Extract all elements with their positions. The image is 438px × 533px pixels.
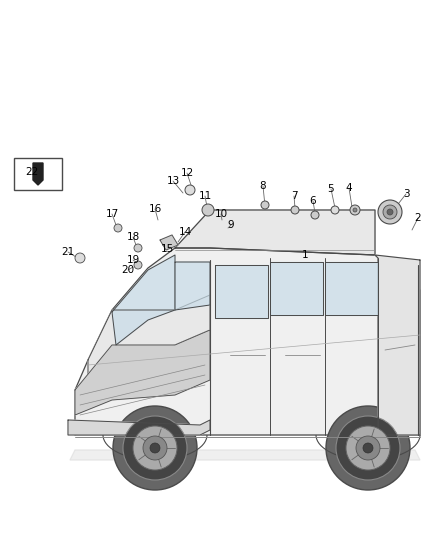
Text: 8: 8 xyxy=(260,181,266,191)
Text: 15: 15 xyxy=(160,244,173,254)
Circle shape xyxy=(311,211,319,219)
Circle shape xyxy=(336,416,400,480)
Circle shape xyxy=(133,426,177,470)
Text: 18: 18 xyxy=(127,232,140,242)
Text: 12: 12 xyxy=(180,168,194,178)
Circle shape xyxy=(387,209,393,215)
Circle shape xyxy=(346,426,390,470)
Circle shape xyxy=(75,253,85,263)
Circle shape xyxy=(202,204,214,216)
Text: 2: 2 xyxy=(415,213,421,223)
Text: 16: 16 xyxy=(148,204,162,214)
Text: 6: 6 xyxy=(310,196,316,206)
Polygon shape xyxy=(75,330,210,415)
Circle shape xyxy=(134,261,142,269)
Circle shape xyxy=(114,224,122,232)
Circle shape xyxy=(353,208,357,212)
Polygon shape xyxy=(375,255,420,435)
Polygon shape xyxy=(112,255,175,345)
Polygon shape xyxy=(33,163,43,185)
Text: 10: 10 xyxy=(215,209,228,219)
Polygon shape xyxy=(215,265,268,318)
Circle shape xyxy=(350,205,360,215)
Text: 11: 11 xyxy=(198,191,212,201)
Text: 13: 13 xyxy=(166,176,180,186)
Polygon shape xyxy=(160,235,178,250)
Circle shape xyxy=(291,206,299,214)
Circle shape xyxy=(378,200,402,224)
Circle shape xyxy=(123,416,187,480)
Polygon shape xyxy=(325,262,378,315)
Text: 4: 4 xyxy=(346,183,352,193)
Polygon shape xyxy=(270,262,323,315)
Polygon shape xyxy=(175,262,210,310)
Text: 3: 3 xyxy=(403,189,410,199)
Polygon shape xyxy=(70,450,420,460)
Circle shape xyxy=(363,443,373,453)
Text: 1: 1 xyxy=(302,250,308,260)
Text: 7: 7 xyxy=(291,191,297,201)
Polygon shape xyxy=(75,248,420,435)
Polygon shape xyxy=(88,295,210,380)
Circle shape xyxy=(113,406,197,490)
Circle shape xyxy=(326,406,410,490)
Circle shape xyxy=(356,436,380,460)
Polygon shape xyxy=(175,210,375,255)
Text: 5: 5 xyxy=(328,184,334,194)
Circle shape xyxy=(134,244,142,252)
Polygon shape xyxy=(68,420,210,435)
Circle shape xyxy=(150,443,160,453)
Circle shape xyxy=(143,436,167,460)
Text: 14: 14 xyxy=(178,227,192,237)
Circle shape xyxy=(331,206,339,214)
Circle shape xyxy=(261,201,269,209)
Text: 17: 17 xyxy=(106,209,119,219)
Bar xyxy=(14,158,62,190)
Circle shape xyxy=(383,205,397,219)
Text: 20: 20 xyxy=(121,265,134,275)
Text: 21: 21 xyxy=(61,247,74,257)
Text: 9: 9 xyxy=(228,220,234,230)
Circle shape xyxy=(185,185,195,195)
Text: 19: 19 xyxy=(127,255,140,265)
Text: 22: 22 xyxy=(25,167,39,177)
